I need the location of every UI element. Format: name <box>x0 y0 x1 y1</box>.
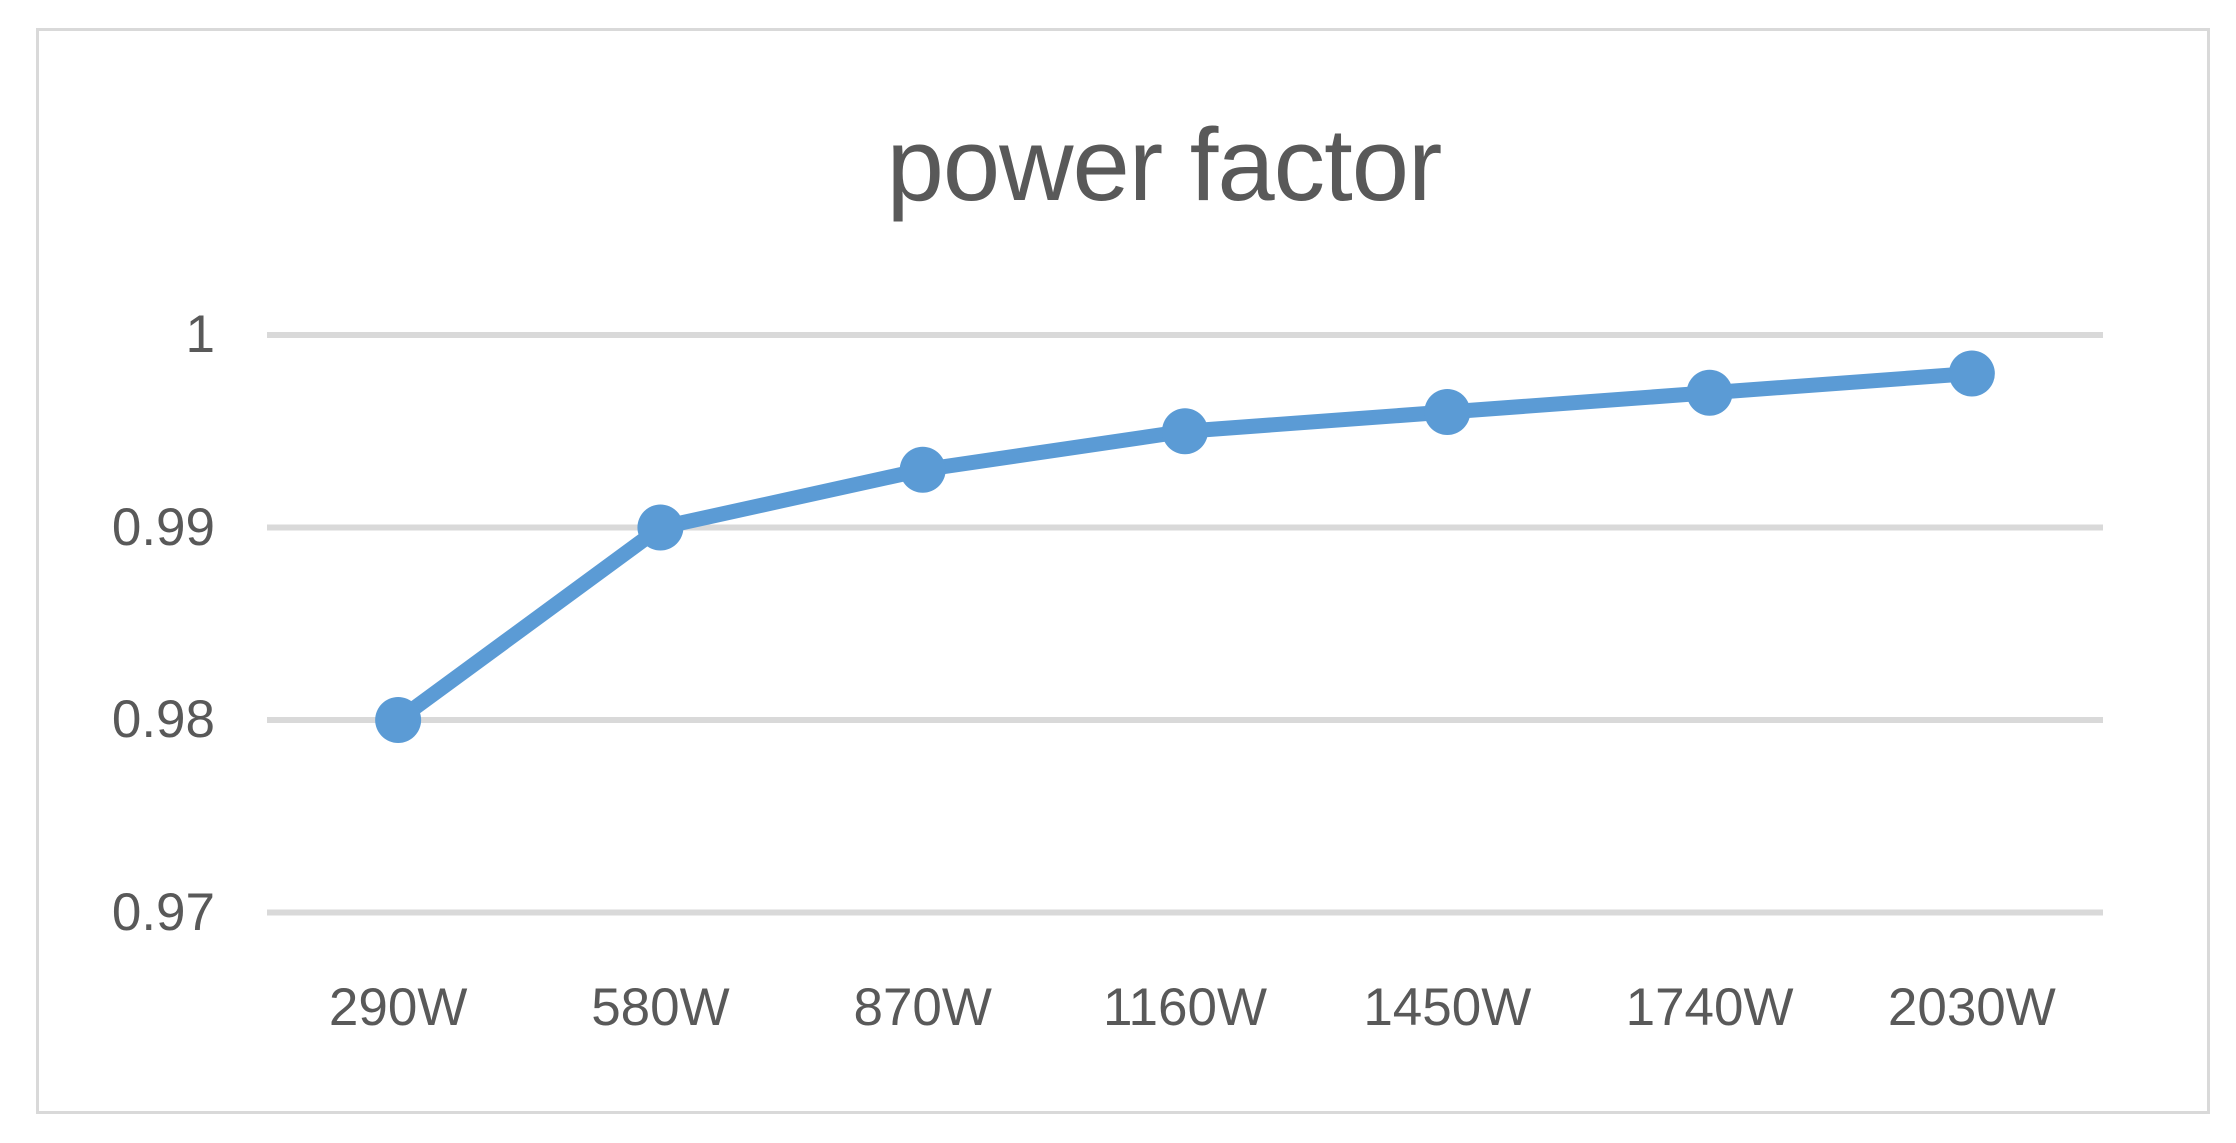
x-axis-tick-label: 2030W <box>1887 978 2056 1037</box>
data-point-marker <box>1948 350 1995 397</box>
data-point-marker <box>1424 389 1471 435</box>
data-point-marker <box>899 446 946 493</box>
x-axis-tick-label: 1740W <box>1625 978 1794 1037</box>
y-axis-tick-label: 0.97 <box>111 882 215 942</box>
chart-title: power factor <box>886 107 1443 222</box>
x-axis-tick-label: 1450W <box>1363 978 1532 1037</box>
y-axis-tick-label: 0.99 <box>111 497 215 557</box>
chart-frame <box>36 28 2210 1114</box>
y-axis-tick-label: 1 <box>185 305 215 364</box>
y-axis-tick-label: 0.98 <box>111 690 215 749</box>
x-axis-tick-label: 290W <box>328 978 468 1037</box>
data-point-marker <box>375 697 422 743</box>
data-point-marker <box>1162 408 1208 455</box>
x-axis-tick-label: 580W <box>591 978 730 1037</box>
data-point-marker <box>1686 369 1733 416</box>
data-point-marker <box>637 504 684 551</box>
x-axis-tick-label: 1160W <box>1103 978 1267 1037</box>
x-axis-tick-label: 870W <box>853 978 992 1037</box>
